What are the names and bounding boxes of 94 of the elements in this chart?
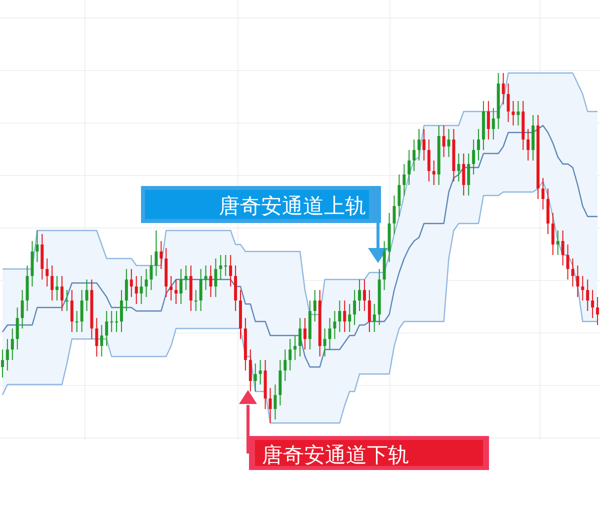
candlestick: [75, 310, 78, 332]
candlestick: [502, 72, 505, 105]
candlestick: [199, 268, 202, 312]
candlestick: [224, 254, 228, 276]
candlestick: [50, 265, 54, 301]
candlestick: [284, 349, 287, 382]
text: 唐奇安通道下轨: [262, 443, 409, 467]
candlestick: [85, 279, 88, 312]
candlestick: [358, 279, 361, 312]
candlestick: [95, 318, 98, 357]
candlestick: [134, 276, 138, 304]
candlestick: [408, 150, 411, 186]
candlestick: [368, 290, 371, 332]
candlestick: [412, 139, 416, 172]
candlestick: [20, 290, 24, 329]
candlestick: [541, 178, 544, 210]
candlestick: [556, 230, 560, 256]
candlestick: [105, 310, 108, 346]
candlestick: [581, 276, 584, 301]
candlestick: [180, 268, 182, 304]
candlestick: [120, 290, 123, 332]
candlestick: [571, 258, 574, 287]
candlestick: [56, 276, 59, 301]
candlestick: [418, 128, 420, 161]
candlestick: [170, 276, 173, 301]
candlestick: [457, 153, 460, 182]
candlestick: [274, 384, 277, 420]
candlestick: [70, 290, 74, 332]
candlestick: [60, 276, 64, 312]
candlestick: [303, 318, 306, 350]
candlestick: [467, 153, 470, 196]
candlestick: [140, 276, 143, 304]
candlestick: [313, 290, 316, 322]
candlestick: [16, 307, 19, 350]
candlestick: [10, 328, 14, 360]
candlestick: [427, 139, 430, 182]
candlestick: [248, 349, 252, 392]
candlestick: [402, 164, 406, 196]
candlestick: [174, 279, 178, 304]
candlestick: [100, 324, 104, 357]
candlestick: [362, 279, 366, 312]
candlestick: [46, 258, 49, 287]
candlestick: [566, 244, 570, 280]
candlestick: [348, 304, 352, 332]
candlestick: [372, 304, 376, 332]
candlestick: [229, 254, 232, 287]
candlestick: [442, 125, 446, 158]
candlestick: [392, 195, 396, 234]
candlestick: [6, 338, 9, 371]
candlestick: [258, 360, 262, 385]
candlestick: [110, 310, 114, 332]
candlestick: [486, 100, 490, 140]
annotation: 唐奇安通道上轨: [219, 194, 366, 218]
candlestick: [526, 128, 530, 161]
candlestick: [154, 230, 158, 276]
candlestick: [323, 328, 326, 357]
candlestick: [130, 268, 133, 298]
candlestick: [516, 100, 520, 126]
candlestick: [551, 212, 554, 256]
candlestick: [422, 128, 426, 161]
candlestick: [184, 265, 188, 290]
candlestick: [214, 258, 218, 298]
candlestick: [115, 310, 118, 332]
candlestick: [333, 310, 336, 340]
candlestick: [80, 290, 84, 332]
candlestick: [219, 254, 222, 280]
candlestick: [288, 338, 292, 371]
candlestick: [65, 290, 68, 312]
candlestick: [472, 139, 476, 175]
candlestick: [561, 230, 564, 266]
candlestick: [36, 230, 39, 262]
candlestick: [512, 100, 515, 126]
candlestick: [462, 153, 466, 196]
candlestick: [144, 268, 148, 298]
candlestick: [506, 83, 510, 122]
candlestick: [298, 318, 302, 357]
candlestick: [254, 363, 257, 392]
candlestick: [591, 290, 594, 318]
candlestick: [576, 265, 580, 298]
candlestick: [294, 335, 297, 360]
candlestick: [596, 296, 600, 326]
candlestick: [204, 265, 208, 290]
candlestick: [353, 290, 356, 326]
candlestick: [398, 174, 401, 217]
candlestick: [0, 349, 4, 378]
candlestick: [160, 240, 163, 270]
candlestick: [586, 279, 590, 312]
candlestick: [124, 268, 128, 312]
candlestick: [492, 108, 495, 140]
candlestick: [343, 300, 346, 332]
candlestick: [432, 160, 436, 186]
candlestick: [477, 128, 480, 161]
candlestick: [194, 290, 198, 312]
candlestick: [338, 300, 342, 332]
